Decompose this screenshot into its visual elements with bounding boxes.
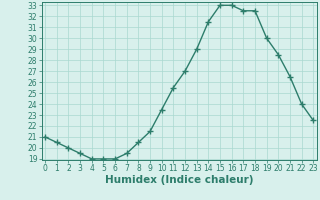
X-axis label: Humidex (Indice chaleur): Humidex (Indice chaleur) — [105, 175, 253, 185]
